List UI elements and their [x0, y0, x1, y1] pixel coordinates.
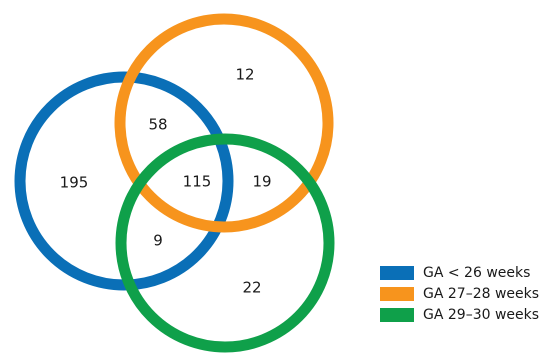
count-only-ga-27-28: 12	[235, 66, 254, 84]
circle-ga-29-30	[115, 133, 335, 353]
count-ga-under-26-and-29-30: 9	[153, 232, 163, 250]
legend-swatch	[380, 286, 414, 301]
legend-item-ga-29-30: GA 29–30 weeks	[380, 304, 539, 325]
count-all-three: 115	[183, 173, 212, 191]
legend-swatch	[380, 265, 414, 280]
count-only-ga-29-30: 22	[242, 279, 261, 297]
legend-label: GA < 26 weeks	[423, 264, 531, 281]
count-only-ga-under-26: 195	[60, 174, 89, 192]
legend-item-ga-under-26: GA < 26 weeks	[380, 262, 539, 283]
count-ga-under-26-and-27-28: 58	[148, 116, 167, 134]
legend: GA < 26 weeks GA 27–28 weeks GA 29–30 we…	[380, 262, 539, 325]
legend-item-ga-27-28: GA 27–28 weeks	[380, 283, 539, 304]
circle-ga-27-28	[114, 13, 334, 233]
count-ga-27-28-and-29-30: 19	[252, 173, 271, 191]
legend-label: GA 29–30 weeks	[423, 306, 540, 323]
legend-label: GA 27–28 weeks	[423, 285, 540, 302]
legend-swatch	[380, 307, 414, 322]
